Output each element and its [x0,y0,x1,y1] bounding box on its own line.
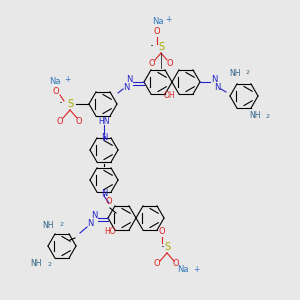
Text: HN: HN [98,118,110,127]
Text: N: N [214,82,220,91]
Text: N: N [123,82,129,91]
Text: O: O [76,118,82,127]
Text: +: + [165,16,171,25]
Text: HO: HO [104,227,116,236]
Text: O: O [149,58,155,68]
Text: O: O [167,58,173,68]
Text: OH: OH [163,92,175,100]
Text: N: N [91,211,97,220]
Text: S: S [67,99,73,109]
Text: 2: 2 [266,113,270,119]
Text: Na: Na [49,77,61,86]
Text: O: O [53,86,59,95]
Text: N: N [101,188,107,197]
Text: NH: NH [30,260,42,268]
Text: Na: Na [152,17,164,26]
Text: ·: · [150,40,154,53]
Text: N: N [101,133,107,142]
Text: N: N [211,74,217,83]
Text: ·: · [59,98,63,110]
Text: NH: NH [229,70,241,79]
Text: O: O [57,118,63,127]
Text: O: O [154,260,160,268]
Text: S: S [164,242,170,252]
Text: NH: NH [249,112,261,121]
Text: O: O [159,227,165,236]
Text: 2: 2 [47,262,51,266]
Text: S: S [158,42,164,52]
Text: Na: Na [177,266,189,274]
Text: +: + [64,76,70,85]
Text: N: N [126,74,132,83]
Text: O: O [154,28,160,37]
Text: O: O [106,196,112,206]
Text: ·: · [161,242,165,254]
Text: N: N [87,220,93,229]
Text: O: O [173,260,179,268]
Text: NH: NH [42,221,54,230]
Text: 2: 2 [246,70,250,74]
Text: 2: 2 [59,221,63,226]
Text: +: + [193,266,199,274]
